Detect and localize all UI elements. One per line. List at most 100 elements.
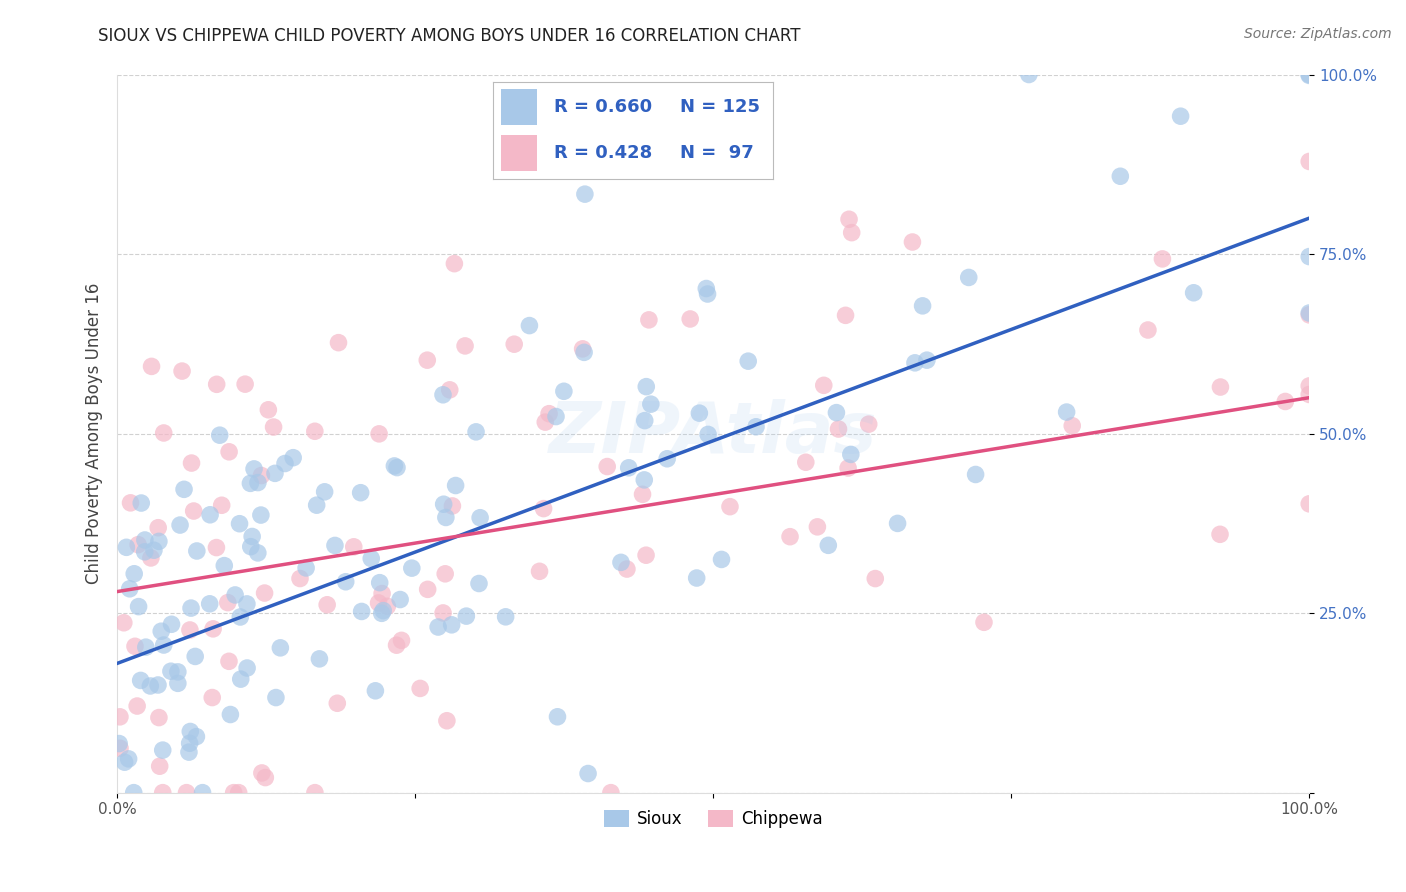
Point (957, 270, 980, 285)
Point (184, 649, 207, 664)
Point (316, 598, 339, 612)
Point (1298, 154, 1320, 169)
Point (264, 467, 287, 481)
Point (385, 638, 408, 652)
Point (219, 707, 242, 722)
Point (533, 501, 555, 516)
Point (858, 417, 880, 431)
Point (308, 652, 330, 666)
Point (152, 638, 174, 652)
Point (183, 504, 205, 518)
Point (794, 455, 817, 469)
Point (636, 379, 658, 393)
Point (806, 520, 828, 534)
Point (839, 447, 862, 461)
Point (1209, 527, 1232, 541)
Point (148, 534, 170, 549)
Point (134, 545, 156, 559)
Point (865, 572, 887, 586)
Point (129, 673, 152, 688)
Point (617, 460, 640, 475)
Point (117, 752, 139, 766)
Point (180, 456, 202, 470)
Point (610, 555, 633, 569)
Point (695, 281, 717, 295)
Point (638, 313, 661, 327)
Point (211, 498, 233, 512)
Point (1298, 497, 1320, 511)
Point (263, 420, 285, 434)
Point (547, 710, 569, 724)
Point (201, 690, 224, 705)
Point (553, 384, 575, 399)
Point (191, 786, 214, 800)
Point (246, 546, 269, 560)
Point (371, 586, 394, 600)
Point (253, 586, 276, 600)
Point (314, 484, 336, 499)
Point (134, 533, 156, 547)
Point (142, 543, 165, 558)
Point (616, 562, 638, 576)
Point (686, 571, 709, 585)
Point (834, 309, 856, 323)
Point (148, 710, 170, 724)
Point (236, 597, 259, 611)
Point (572, 345, 595, 359)
Point (1170, 109, 1192, 123)
Point (304, 786, 326, 800)
Point (112, 615, 135, 630)
Point (229, 610, 252, 624)
Point (697, 427, 720, 442)
Point (441, 499, 464, 513)
Point (166, 665, 188, 679)
Point (434, 566, 457, 581)
Point (1298, 387, 1320, 401)
Point (229, 672, 252, 686)
Point (250, 766, 273, 780)
Point (596, 459, 619, 474)
Point (160, 664, 183, 678)
Point (141, 359, 163, 374)
Point (152, 743, 174, 757)
Point (519, 318, 541, 333)
Point (439, 383, 461, 397)
Point (779, 530, 801, 544)
Point (718, 500, 741, 514)
Point (416, 353, 439, 368)
Point (1182, 285, 1205, 300)
Point (634, 414, 657, 428)
Point (375, 599, 398, 614)
Point (246, 475, 269, 490)
Point (169, 518, 191, 533)
Point (170, 364, 193, 378)
Point (368, 575, 391, 590)
Point (911, 299, 934, 313)
Point (233, 377, 256, 392)
Point (544, 409, 567, 424)
Point (436, 714, 458, 728)
Point (160, 617, 183, 632)
Point (915, 353, 938, 368)
Point (173, 483, 195, 497)
Point (1298, 308, 1320, 322)
Point (208, 428, 231, 442)
Point (886, 516, 908, 531)
Point (139, 679, 162, 693)
Point (576, 766, 599, 780)
Point (636, 548, 658, 562)
Point (350, 485, 373, 500)
Point (817, 538, 839, 552)
Point (1136, 323, 1159, 337)
Point (148, 521, 170, 535)
Point (198, 597, 221, 611)
Point (149, 759, 172, 773)
Point (127, 699, 149, 714)
Point (538, 407, 561, 421)
Point (150, 624, 173, 639)
Point (433, 497, 456, 511)
Point (456, 609, 478, 624)
Point (274, 457, 297, 471)
Text: SIOUX VS CHIPPEWA CHILD POVERTY AMONG BOYS UNDER 16 CORRELATION CHART: SIOUX VS CHIPPEWA CHILD POVERTY AMONG BO… (98, 27, 801, 45)
Point (382, 458, 405, 473)
